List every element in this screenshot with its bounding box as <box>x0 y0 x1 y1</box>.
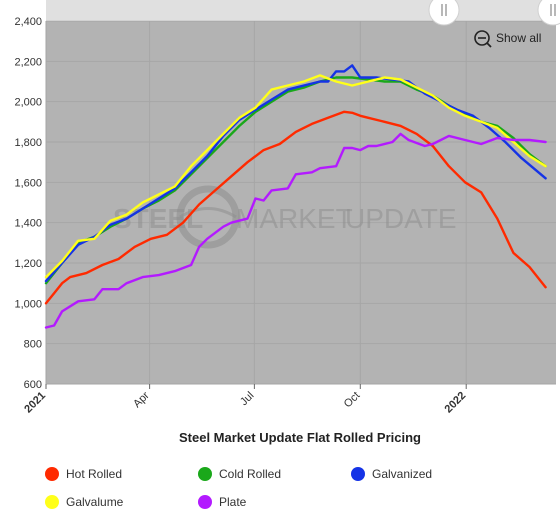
legend-swatch <box>351 467 365 481</box>
legend-label: Galvanized <box>372 467 432 481</box>
legend: Hot Rolled Cold Rolled Galvanized Galvalume… <box>45 467 432 509</box>
y-tick-label: 2,400 <box>14 16 42 28</box>
chart-title: Steel Market Update Flat Rolled Pricing <box>179 430 421 445</box>
legend-label: Cold Rolled <box>219 467 281 481</box>
legend-item-galvalume[interactable]: Galvalume <box>45 495 124 509</box>
y-tick-label: 2,200 <box>14 56 42 68</box>
y-tick-label: 2,000 <box>14 97 42 109</box>
legend-label: Hot Rolled <box>66 467 122 481</box>
navigator-handle-left[interactable] <box>428 0 460 26</box>
navigator-strip[interactable] <box>46 0 556 20</box>
series-line-galvalume[interactable] <box>44 74 547 279</box>
y-tick-label: 1,600 <box>14 177 42 189</box>
legend-label: Plate <box>219 495 247 509</box>
gridlines <box>45 20 556 385</box>
legend-label: Galvalume <box>66 495 124 509</box>
watermark-word-market: MARKET <box>236 203 353 234</box>
legend-swatch <box>198 495 212 509</box>
show-all-label: Show all <box>496 31 541 45</box>
series-line-hot-rolled[interactable] <box>44 110 547 305</box>
legend-item-galvanized[interactable]: Galvanized <box>351 467 432 481</box>
navigator-handle-right[interactable] <box>537 0 560 26</box>
y-axis-ticks: 600 800 1,000 1,200 1,400 1,600 1,800 2,000 2,20… <box>14 16 42 391</box>
legend-swatch <box>198 467 212 481</box>
show-all-button[interactable]: Show all <box>474 30 541 48</box>
series-line-plate[interactable] <box>44 132 547 329</box>
legend-swatch <box>45 467 59 481</box>
y-tick-label: 800 <box>24 339 42 351</box>
y-tick-label: 1,200 <box>14 258 42 270</box>
legend-item-cold-rolled[interactable]: Cold Rolled <box>198 467 281 481</box>
zoom-out-icon <box>474 30 490 46</box>
legend-item-hot-rolled[interactable]: Hot Rolled <box>45 467 122 481</box>
x-tick-label: Apr <box>131 389 152 410</box>
y-tick-label: 1,000 <box>14 298 42 310</box>
legend-swatch <box>45 495 59 509</box>
series-line-galvanized[interactable] <box>44 64 547 283</box>
watermark-word-update: UPDATE <box>345 203 457 234</box>
x-tick-label: 2021 <box>22 390 48 416</box>
y-tick-label: 1,800 <box>14 137 42 149</box>
x-tick-label: 2022 <box>443 390 469 416</box>
watermark-globe-icon <box>176 185 240 249</box>
x-tick-label: Oct <box>342 390 363 411</box>
y-tick-label: 1,400 <box>14 218 42 230</box>
legend-item-plate[interactable]: Plate <box>198 495 247 509</box>
x-tick-label: Jul <box>238 390 256 408</box>
y-tick-label: 600 <box>24 379 42 391</box>
series-lines <box>44 64 547 329</box>
x-axis-ticks: 2021 Apr Jul Oct 2022 <box>22 384 468 415</box>
